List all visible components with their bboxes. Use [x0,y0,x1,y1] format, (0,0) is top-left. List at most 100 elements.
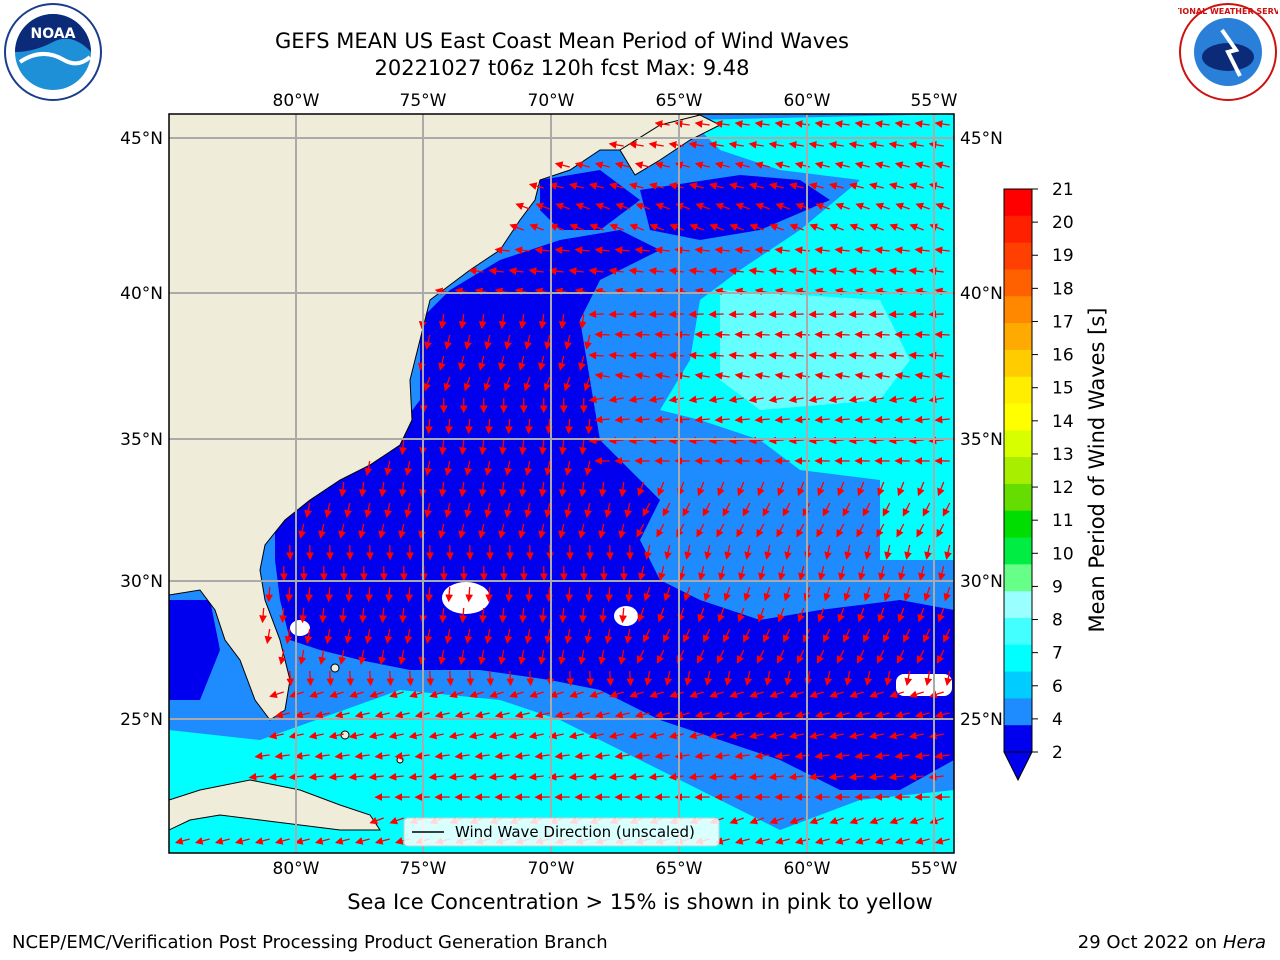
wave-direction-arrow [488,267,504,275]
wave-direction-arrow [917,607,925,623]
wave-direction-arrow [384,628,393,645]
wave-direction-arrow [788,182,804,190]
ocean-6-8-region-top [780,114,954,170]
wave-direction-arrow [388,731,404,740]
colorbar-segment [1004,189,1032,217]
wave-direction-arrow [358,523,366,539]
lat-label: 35°N [120,430,163,450]
wave-direction-arrow [678,565,686,581]
wave-direction-arrow [534,246,550,255]
wave-direction-arrow [864,544,872,560]
wave-direction-arrow [923,628,931,643]
wave-direction-arrow [604,628,613,645]
land-bahamas [396,756,404,764]
wave-direction-arrow [854,837,870,845]
wave-direction-arrow [914,246,930,255]
wave-direction-arrow [339,607,347,624]
wave-direction-arrow [519,607,527,624]
wave-direction-arrow [748,395,764,404]
wave-direction-arrow [849,816,864,825]
wave-direction-arrow [385,586,394,603]
wave-direction-arrow [655,202,670,211]
wave-direction-arrow [788,351,804,360]
wave-direction-arrow [829,690,844,699]
wave-direction-arrow [614,330,630,339]
wave-direction-arrow [708,395,724,404]
wave-direction-arrow [588,182,604,190]
wave-direction-arrow [648,351,664,360]
wave-direction-arrow [338,649,347,665]
wave-direction-arrow [788,310,804,319]
wave-direction-arrow [648,436,664,445]
wave-direction-arrow [483,376,491,392]
wave-direction-arrow [254,752,270,760]
wave-direction-arrow [668,310,684,319]
wave-direction-arrow [634,161,650,169]
wave-direction-arrow [868,140,884,149]
wave-direction-arrow [868,772,884,781]
wave-direction-arrow [458,355,466,371]
wave-direction-arrow [837,607,845,623]
wave-direction-arrow [508,772,524,781]
wave-direction-arrow [714,246,730,255]
wave-direction-arrow [808,731,824,740]
wave-direction-arrow [828,395,844,404]
wave-direction-arrow [549,223,564,231]
wave-direction-arrow [656,523,665,538]
wave-direction-arrow [338,523,346,539]
wave-direction-arrow [578,481,587,498]
wave-direction-arrow [814,120,830,128]
wave-direction-arrow [264,628,273,645]
wave-direction-arrow [748,267,764,275]
wave-direction-arrow [518,355,526,371]
wave-direction-arrow [894,371,910,380]
wave-direction-arrow [664,544,672,560]
colorbar-segment [1004,403,1032,431]
wave-direction-arrow [585,586,594,603]
wave-direction-arrow [723,628,731,643]
wave-direction-arrow [902,502,911,517]
wave-direction-arrow [559,439,567,456]
nws-logo: NATIONAL WEATHER SERVICE [1162,2,1280,106]
wave-direction-arrow [934,246,950,255]
wave-direction-arrow [404,502,412,518]
wave-direction-arrow [908,772,924,781]
wave-direction-arrow [608,731,624,740]
wave-direction-arrow [914,371,930,380]
wave-direction-arrow [588,731,604,740]
wave-direction-arrow [697,607,705,623]
wave-direction-arrow [708,351,724,360]
wave-direction-arrow [464,460,473,476]
wave-direction-arrow [668,731,684,740]
wave-direction-arrow [498,523,506,539]
wave-direction-arrow [634,752,650,760]
lat-label: 30°N [120,572,163,592]
wave-direction-arrow [688,182,704,190]
wave-direction-arrow [669,223,684,231]
wave-direction-arrow [504,334,512,350]
wave-direction-arrow [778,565,786,581]
wave-direction-arrow [568,182,584,190]
wave-direction-arrow [894,246,910,255]
wave-direction-arrow [877,481,885,497]
wave-direction-arrow [843,628,851,643]
wave-direction-arrow [318,523,326,539]
wave-direction-arrow [579,439,587,456]
wave-direction-arrow [269,690,284,699]
wave-direction-arrow [714,752,730,760]
wave-direction-arrow [529,690,544,699]
wave-direction-arrow [729,223,744,231]
wave-direction-arrow [784,670,793,686]
wave-direction-arrow [897,481,905,497]
wave-direction-arrow [855,202,870,211]
lon-label: 75°W [400,91,447,111]
wave-direction-arrow [783,628,791,643]
wave-direction-arrow [924,544,932,560]
wave-direction-arrow [914,330,930,339]
wave-direction-arrow [234,837,250,845]
wave-direction-arrow [788,731,804,740]
graticule [169,114,954,853]
wave-direction-arrow [654,752,670,760]
wave-direction-arrow [368,731,384,740]
wave-direction-arrow [749,223,764,231]
